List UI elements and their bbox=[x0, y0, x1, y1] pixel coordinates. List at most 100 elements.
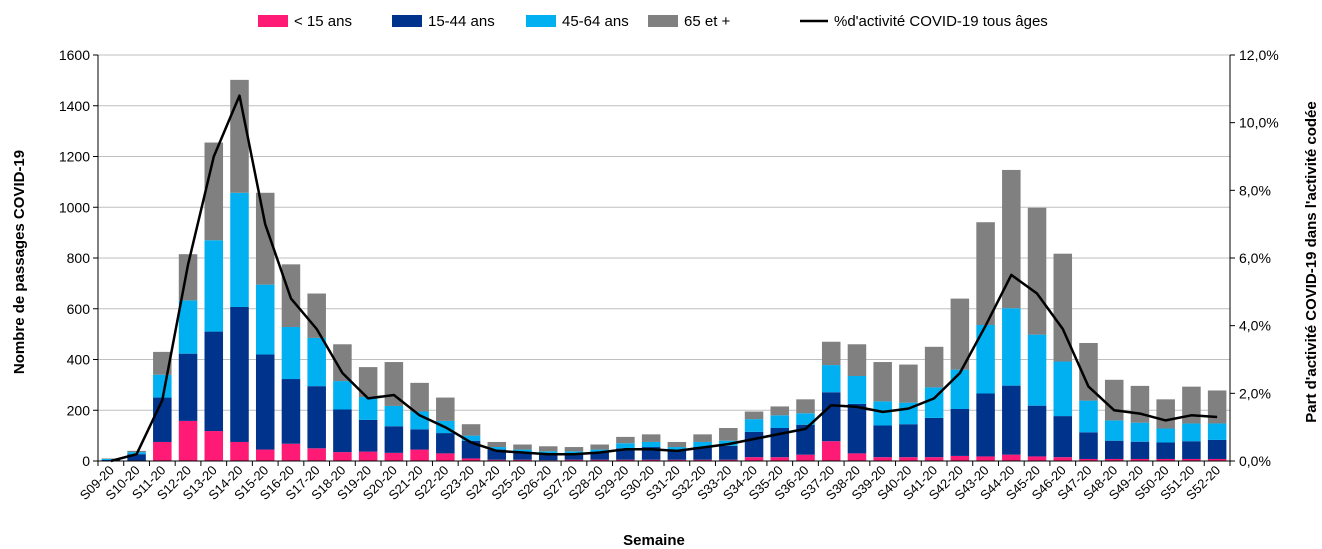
y-tick-label: 600 bbox=[67, 301, 91, 317]
bar-segment bbox=[1002, 169, 1021, 309]
bar-segment bbox=[513, 449, 532, 453]
bar-segment bbox=[255, 192, 275, 285]
percent-line bbox=[110, 94, 1218, 463]
y-tick-label: 1400 bbox=[59, 98, 90, 114]
bar-segment bbox=[513, 444, 532, 450]
bar-segment bbox=[847, 403, 867, 454]
bar-segment bbox=[564, 453, 584, 460]
bar-segment bbox=[950, 369, 970, 409]
bar-segment bbox=[538, 451, 558, 454]
bar-segment bbox=[384, 405, 404, 427]
bar-segment bbox=[333, 381, 352, 410]
bar-segment bbox=[153, 397, 172, 442]
bar-segment bbox=[1207, 390, 1227, 424]
bar-segment bbox=[1182, 386, 1201, 424]
bar-segment bbox=[333, 452, 352, 461]
bar-segment bbox=[847, 344, 867, 376]
bar-segment bbox=[1027, 456, 1047, 461]
bar-segment bbox=[178, 420, 198, 461]
bar-segment bbox=[1156, 458, 1175, 461]
legend-swatch bbox=[258, 15, 288, 27]
bar-segment bbox=[770, 457, 790, 461]
bar-segment bbox=[616, 436, 635, 444]
bar-segment bbox=[358, 397, 378, 420]
bar-segment bbox=[770, 406, 790, 416]
bar-segment bbox=[1104, 458, 1124, 461]
bar-segment bbox=[204, 431, 224, 461]
y2-tick-label: 10,0% bbox=[1239, 115, 1279, 131]
legend-swatch bbox=[648, 15, 678, 27]
bar-segment bbox=[873, 457, 892, 461]
bar-segment bbox=[693, 447, 712, 460]
bar-segment bbox=[255, 449, 275, 461]
bar-segment bbox=[873, 362, 892, 402]
y2-axis-title: Part d'activité COVID-19 dans l'activité… bbox=[1303, 101, 1320, 422]
bar-segment bbox=[899, 364, 918, 403]
bar-segment bbox=[1156, 428, 1175, 443]
bar-segment bbox=[1130, 458, 1150, 461]
bar-segment bbox=[1053, 457, 1073, 461]
y-tick-label: 1000 bbox=[59, 199, 90, 215]
bar-segment bbox=[281, 327, 301, 380]
bar-segment bbox=[436, 397, 455, 421]
bar-segment bbox=[1027, 334, 1047, 406]
bar-segment bbox=[461, 424, 481, 436]
bar-segment bbox=[924, 417, 944, 458]
bar-segment bbox=[950, 408, 970, 456]
bar-segment bbox=[513, 459, 532, 461]
bar-segment bbox=[358, 451, 378, 461]
bar-segment bbox=[1079, 343, 1098, 401]
bar-segment bbox=[281, 443, 301, 461]
bar-segment bbox=[410, 449, 429, 461]
bar-segment bbox=[1207, 439, 1227, 459]
bar-segment bbox=[307, 448, 326, 461]
bar-segment bbox=[744, 411, 764, 420]
bar-segment bbox=[307, 386, 326, 449]
bar-segment bbox=[693, 459, 712, 461]
bar-segment bbox=[590, 459, 609, 461]
bar-segment bbox=[693, 441, 712, 448]
y-tick-label: 1600 bbox=[59, 47, 90, 63]
bar-segment bbox=[1079, 432, 1098, 459]
legend-swatch bbox=[526, 15, 556, 27]
bar-segment bbox=[744, 457, 764, 461]
y-tick-label: 200 bbox=[67, 402, 91, 418]
bar-segment bbox=[461, 435, 481, 441]
bar-segment bbox=[564, 447, 584, 452]
y2-tick-label: 6,0% bbox=[1239, 250, 1271, 266]
bar-segment bbox=[1156, 399, 1175, 429]
bar-segment bbox=[153, 441, 172, 461]
bar-segment bbox=[1156, 442, 1175, 459]
bar-segment bbox=[590, 444, 609, 450]
bar-segment bbox=[178, 300, 198, 354]
bar-segment bbox=[719, 445, 738, 460]
bar-segment bbox=[230, 441, 249, 461]
y2-tick-label: 12,0% bbox=[1239, 47, 1279, 63]
bars bbox=[101, 79, 1227, 461]
bar-segment bbox=[513, 452, 532, 460]
bar-segment bbox=[436, 433, 455, 454]
bar-segment bbox=[1053, 416, 1073, 458]
bar-segment bbox=[487, 449, 507, 460]
bar-segment bbox=[538, 453, 558, 461]
legend-label: %d'activité COVID-19 tous âges bbox=[834, 13, 1048, 30]
bar-segment bbox=[333, 409, 352, 453]
bar-segment bbox=[1002, 454, 1021, 461]
bar-segment bbox=[770, 415, 790, 429]
bar-segment bbox=[1130, 422, 1150, 442]
y2-axis-ticks: 0,0% 2,0% 4,0% 6,0% 8,0% 10,0% 12,0% bbox=[1230, 47, 1279, 469]
bar-segment bbox=[616, 443, 635, 449]
legend-label: 15-44 ans bbox=[428, 13, 495, 30]
legend-label: < 15 ans bbox=[294, 13, 352, 30]
bar-segment bbox=[538, 446, 558, 452]
bar-segment bbox=[796, 424, 815, 455]
bar-segment bbox=[1002, 385, 1021, 455]
bar-segment bbox=[821, 341, 841, 366]
bar-segment bbox=[616, 448, 635, 460]
bar-segment bbox=[204, 331, 224, 432]
y2-tick-label: 2,0% bbox=[1239, 385, 1271, 401]
bar-segment bbox=[744, 419, 764, 432]
bar-segment bbox=[899, 457, 918, 461]
bar-segment bbox=[847, 375, 867, 404]
bar-segment bbox=[410, 411, 429, 430]
